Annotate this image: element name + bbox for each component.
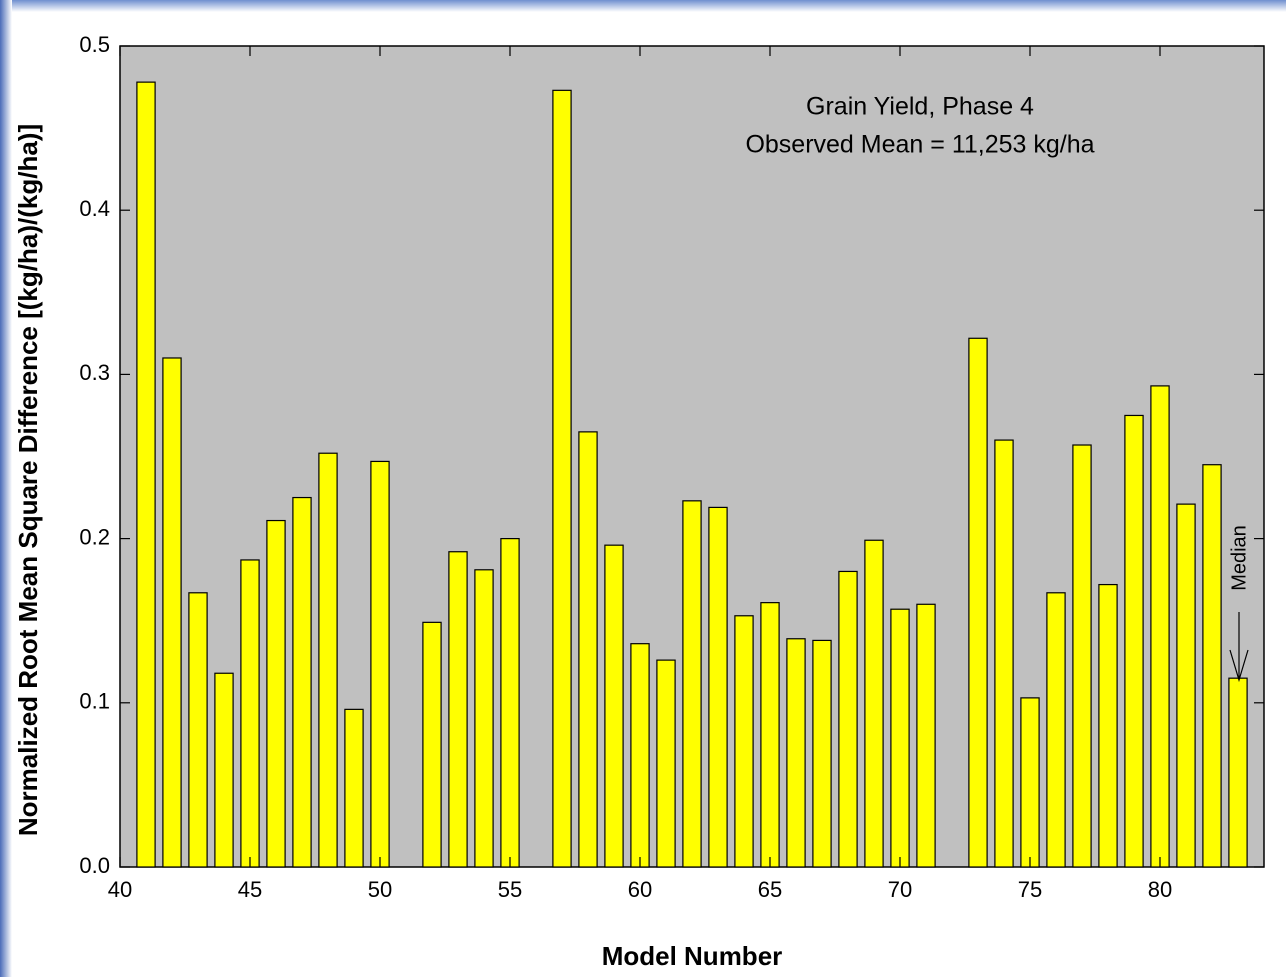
bar xyxy=(734,615,754,868)
bar xyxy=(1202,464,1222,868)
y-tick-label: 0.1 xyxy=(79,689,110,714)
y-tick-label: 0.5 xyxy=(79,32,110,57)
bar xyxy=(916,603,936,868)
bar xyxy=(1046,592,1066,868)
x-tick-label: 75 xyxy=(1018,877,1042,902)
bar xyxy=(708,506,728,868)
bar xyxy=(214,672,234,868)
bar xyxy=(344,708,364,868)
bar xyxy=(1176,503,1196,868)
y-axis-label: Normalized Root Mean Square Difference [… xyxy=(13,124,43,836)
bar xyxy=(422,621,442,868)
bar xyxy=(266,519,286,868)
bar xyxy=(552,89,572,868)
bar xyxy=(1150,385,1170,868)
bar xyxy=(682,500,702,868)
bar xyxy=(838,570,858,868)
bar xyxy=(760,602,780,868)
median-label: Median xyxy=(1228,525,1250,591)
bar xyxy=(318,452,338,868)
bar xyxy=(292,496,312,868)
bar xyxy=(786,638,806,868)
x-tick-label: 40 xyxy=(108,877,132,902)
y-tick-label: 0.0 xyxy=(79,853,110,878)
y-tick-label: 0.4 xyxy=(79,196,110,221)
bar xyxy=(240,559,260,868)
x-axis-label: Model Number xyxy=(602,941,783,971)
bar xyxy=(188,592,208,868)
x-tick-label: 60 xyxy=(628,877,652,902)
x-tick-label: 50 xyxy=(368,877,392,902)
bar xyxy=(994,439,1014,868)
x-tick-label: 80 xyxy=(1148,877,1172,902)
bar xyxy=(1020,697,1040,868)
bar xyxy=(1098,583,1118,868)
bar xyxy=(864,539,884,868)
x-tick-label: 55 xyxy=(498,877,522,902)
y-tick-label: 0.2 xyxy=(79,524,110,549)
bar xyxy=(890,608,910,868)
bar xyxy=(370,460,390,868)
bar xyxy=(812,639,832,868)
bar xyxy=(656,659,676,868)
bar xyxy=(448,551,468,868)
bar xyxy=(578,431,598,868)
median-arrow xyxy=(1229,612,1249,683)
bar xyxy=(162,357,182,868)
bar xyxy=(968,337,988,868)
annotation: Observed Mean = 11,253 kg/ha xyxy=(745,131,1094,159)
annotation: Grain Yield, Phase 4 xyxy=(806,93,1034,121)
top-border xyxy=(0,0,1286,12)
bar xyxy=(1124,414,1144,868)
bar xyxy=(604,544,624,868)
bar xyxy=(500,537,520,868)
left-border xyxy=(0,0,12,977)
bar xyxy=(474,569,494,868)
bar xyxy=(1228,677,1248,868)
x-tick-label: 70 xyxy=(888,877,912,902)
bar xyxy=(136,81,156,868)
x-tick-label: 65 xyxy=(758,877,782,902)
y-tick-label: 0.3 xyxy=(79,360,110,385)
bar xyxy=(1072,444,1092,868)
bar xyxy=(630,643,650,868)
x-tick-label: 45 xyxy=(238,877,262,902)
